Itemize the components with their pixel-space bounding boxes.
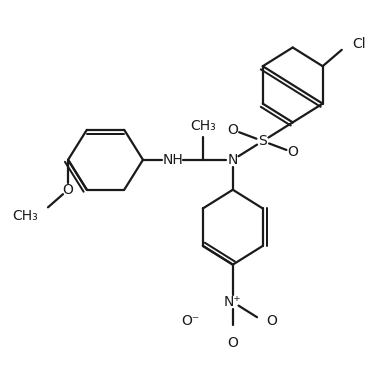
Text: S: S — [259, 134, 267, 148]
Text: O: O — [228, 123, 238, 137]
Text: Cl: Cl — [353, 37, 366, 51]
Text: O⁻: O⁻ — [181, 314, 199, 328]
Text: NH: NH — [163, 153, 183, 167]
Text: O: O — [63, 183, 74, 197]
Text: CH₃: CH₃ — [12, 209, 38, 223]
Text: CH₃: CH₃ — [190, 119, 216, 133]
Text: O: O — [287, 145, 298, 159]
Text: N: N — [228, 153, 238, 167]
Text: O: O — [228, 336, 238, 350]
Text: N⁺: N⁺ — [224, 295, 241, 309]
Text: O: O — [267, 314, 277, 328]
